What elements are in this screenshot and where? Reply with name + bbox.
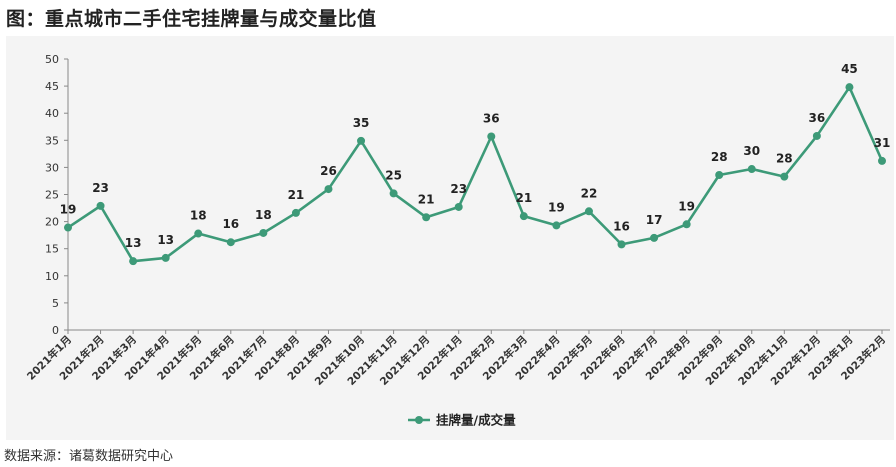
chart-title: 图：重点城市二手住宅挂牌量与成交量比值	[6, 8, 377, 30]
data-label: 45	[841, 62, 858, 76]
data-point	[324, 185, 333, 194]
data-label: 31	[874, 136, 891, 150]
data-label: 21	[288, 188, 305, 202]
data-label: 18	[190, 209, 207, 223]
data-point	[812, 131, 821, 140]
data-point	[357, 136, 366, 145]
data-point	[519, 212, 528, 221]
data-point	[845, 83, 854, 92]
data-label: 28	[776, 152, 793, 166]
data-label: 16	[222, 217, 239, 231]
data-point	[96, 201, 105, 210]
data-point	[650, 233, 659, 242]
data-point	[291, 208, 300, 217]
legend-label: 挂牌量/成交量	[436, 413, 516, 428]
data-label: 28	[711, 150, 728, 164]
data-point	[584, 207, 593, 216]
data-point	[715, 170, 724, 179]
series-line	[67, 85, 884, 263]
source-note: 数据来源：诸葛数据研究中心	[4, 449, 174, 464]
data-label: 35	[353, 116, 370, 130]
data-label: 23	[450, 182, 467, 196]
data-label: 13	[157, 233, 174, 247]
data-point	[389, 189, 398, 198]
data-label: 26	[320, 164, 337, 178]
data-label: 19	[60, 203, 77, 217]
data-label: 19	[548, 200, 565, 214]
data-point	[552, 221, 561, 230]
data-point	[129, 257, 138, 266]
data-label: 25	[385, 168, 402, 182]
data-label: 21	[418, 192, 435, 206]
data-point	[226, 238, 235, 247]
y-tick-label: 0	[52, 324, 59, 337]
y-tick-label: 50	[45, 53, 59, 66]
data-label: 22	[581, 186, 598, 200]
data-point	[454, 202, 463, 211]
data-label: 36	[483, 112, 500, 126]
data-label: 17	[646, 213, 663, 227]
y-tick-label: 15	[45, 243, 59, 256]
data-point	[747, 165, 756, 174]
data-point	[64, 223, 72, 232]
data-point	[617, 240, 626, 249]
data-point	[780, 172, 789, 181]
y-tick-label: 25	[45, 189, 59, 202]
data-label: 18	[255, 208, 272, 222]
data-label: 21	[515, 191, 532, 205]
y-tick-label: 40	[45, 107, 59, 120]
y-tick-label: 45	[45, 80, 59, 93]
data-label: 30	[743, 144, 760, 158]
data-label: 13	[125, 236, 142, 250]
legend-marker	[415, 416, 423, 424]
data-point	[161, 253, 170, 262]
y-tick-label: 20	[45, 216, 59, 229]
data-label: 23	[92, 181, 109, 195]
y-tick-label: 35	[45, 134, 59, 147]
data-point	[487, 132, 496, 141]
chart-background	[6, 36, 894, 440]
y-tick-label: 5	[52, 297, 59, 310]
y-tick-label: 30	[45, 161, 59, 174]
data-point	[259, 228, 268, 237]
data-label: 36	[809, 111, 826, 125]
data-point	[422, 213, 431, 222]
data-point	[194, 229, 203, 238]
y-tick-label: 10	[45, 270, 59, 283]
data-point	[682, 220, 691, 229]
data-point	[878, 156, 886, 165]
data-label: 16	[613, 219, 630, 233]
data-label: 19	[678, 199, 695, 213]
